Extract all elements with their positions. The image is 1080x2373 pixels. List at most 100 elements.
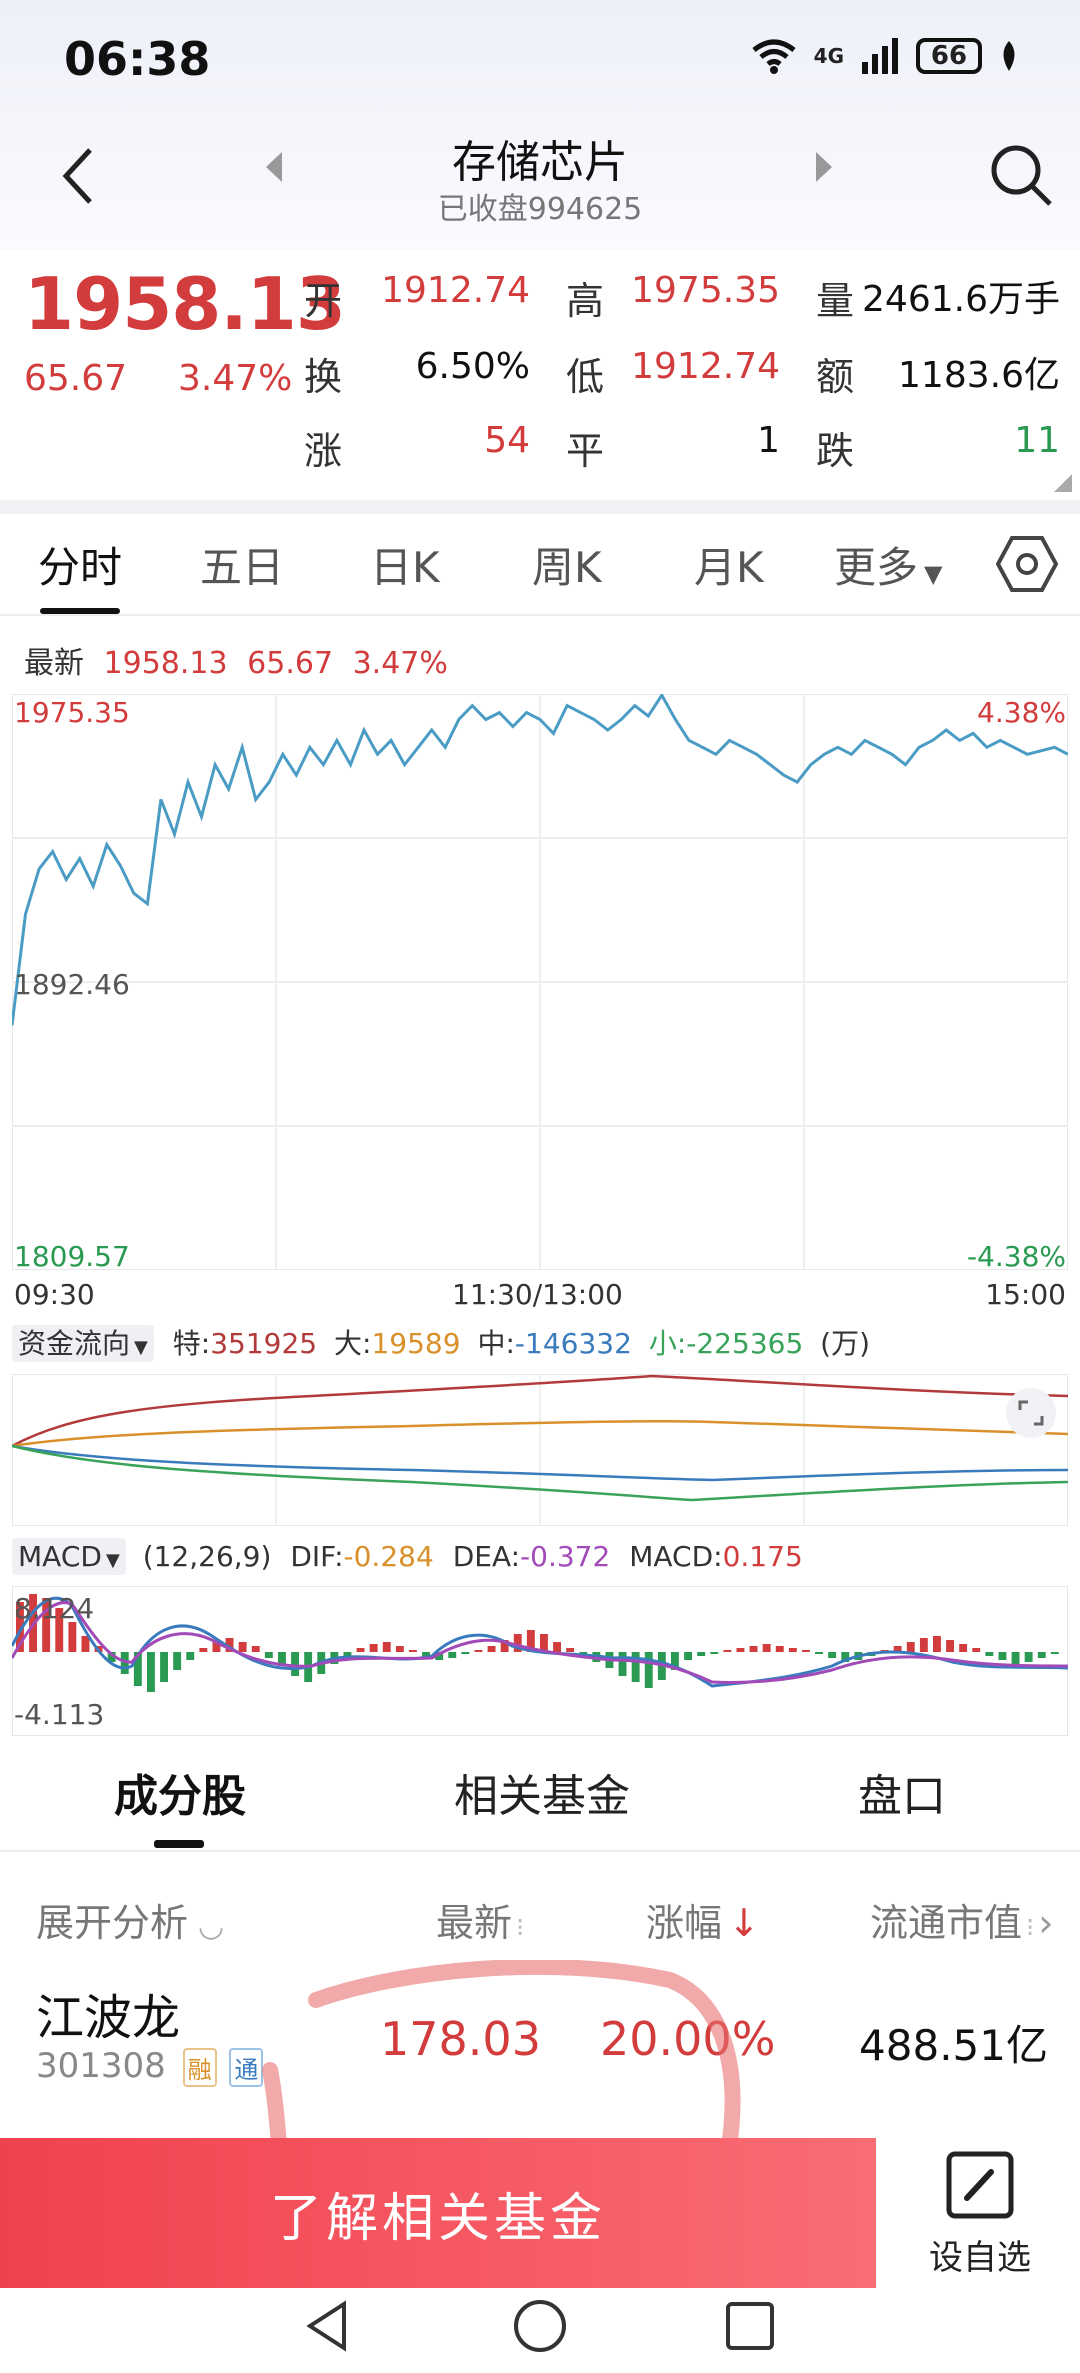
macd-bar — [933, 1636, 941, 1652]
sort-icon: ⁝ — [516, 1913, 525, 1943]
settings-hexagon-icon[interactable] — [996, 534, 1058, 594]
price-change-pct: 3.47% — [178, 358, 293, 399]
macd-bar — [1024, 1652, 1033, 1662]
flow-medium: 中:-146332 — [477, 1327, 632, 1360]
macd-bar — [16, 1602, 24, 1652]
rise-count-value: 54 — [484, 420, 530, 461]
macd-bar — [251, 1646, 260, 1652]
stock-name[interactable]: 江波龙 — [36, 1990, 181, 2046]
high-label: 高 — [566, 279, 605, 323]
flow-super: 特:351925 — [172, 1327, 318, 1360]
related-funds-button[interactable]: 了解相关基金 — [0, 2138, 876, 2288]
turnover-label: 换 — [304, 355, 343, 399]
macd-bar — [343, 1652, 352, 1656]
col-change-pct[interactable]: 涨幅 ↓ — [646, 1892, 760, 1947]
turnover-value: 6.50% — [415, 346, 530, 387]
macd-bar — [409, 1650, 417, 1652]
signal-icon — [862, 38, 898, 74]
macd-y-top: 8.124 — [14, 1592, 95, 1625]
macd-bar — [828, 1652, 837, 1658]
chart-frame — [12, 1586, 1068, 1736]
expand-analysis[interactable]: 展开分析 ◡ — [36, 1892, 224, 1947]
y-label-right-bottom: -4.38% — [966, 1240, 1066, 1273]
tab-five-day[interactable]: 五日 — [200, 543, 285, 592]
macd-bar — [1050, 1652, 1059, 1654]
next-index-icon[interactable] — [812, 150, 836, 184]
tab-more[interactable]: 更多 ▼ — [834, 534, 942, 595]
x-label-close: 15:00 — [985, 1278, 1066, 1311]
system-recents-icon[interactable] — [722, 2298, 778, 2354]
volume-value: 2461.6万手 — [862, 279, 1060, 320]
latest-change: 65.67 — [247, 646, 334, 681]
x-label-open: 09:30 — [14, 1278, 95, 1311]
system-back-icon[interactable] — [300, 2298, 356, 2354]
system-home-icon[interactable] — [510, 2296, 570, 2356]
status-bar: 06:38 4G 66 — [0, 0, 1080, 120]
flow-large-label: 大 — [334, 1327, 363, 1360]
section-divider — [0, 500, 1080, 514]
macd-dif: -0.284 — [343, 1540, 434, 1573]
macd-bar — [435, 1652, 444, 1660]
leaf-icon — [1003, 41, 1015, 71]
margin-badge: 融 — [182, 2048, 217, 2087]
macd-bar — [697, 1652, 706, 1656]
fund-flow-dropdown[interactable]: 资金流向 ▼ — [12, 1325, 154, 1362]
macd-bar — [68, 1622, 77, 1652]
macd-bar — [906, 1642, 915, 1652]
search-icon[interactable] — [988, 142, 1054, 208]
header-background — [0, 0, 1080, 250]
macd-bar — [710, 1652, 719, 1654]
subtab-indicator — [154, 1840, 204, 1848]
intraday-chart[interactable] — [12, 694, 1068, 1270]
col-market-cap[interactable]: 流通市值 ⁝ › — [870, 1892, 1053, 1947]
col-latest[interactable]: 最新 ⁝ — [436, 1892, 524, 1947]
stock-code: 301308 — [36, 2046, 166, 2086]
macd-chart[interactable] — [12, 1586, 1068, 1736]
macd-bar — [356, 1648, 365, 1652]
tab-daily-k[interactable]: 日K — [370, 543, 440, 592]
tab-weekly-k[interactable]: 周K — [532, 543, 602, 592]
add-favorite-button[interactable]: 设自选 — [900, 2150, 1060, 2280]
stock-market-cap: 488.51亿 — [859, 2021, 1048, 2070]
macd-bar — [173, 1652, 182, 1670]
macd-bar — [369, 1644, 378, 1652]
eye-closed-icon: ◡ — [198, 1909, 225, 1944]
fund-flow-chart[interactable] — [12, 1374, 1068, 1526]
macd-bar — [1037, 1652, 1046, 1658]
prev-index-icon[interactable] — [262, 150, 286, 184]
tab-constituents[interactable]: 成分股 — [114, 1771, 246, 1822]
macd-bar — [186, 1652, 195, 1660]
stock-price: 178.03 — [380, 2012, 541, 2066]
tab-intraday[interactable]: 分时 — [38, 543, 123, 592]
current-price: 1958.13 — [24, 262, 346, 346]
macd-dropdown[interactable]: MACD ▼ — [12, 1538, 126, 1575]
flow-large: 大:19589 — [334, 1327, 461, 1360]
flow-small-value: -225365 — [686, 1327, 804, 1360]
flow-medium-line — [12, 1444, 1068, 1482]
status-time: 06:38 — [64, 32, 211, 86]
macd-bar — [802, 1650, 810, 1652]
fullscreen-button[interactable] — [1006, 1388, 1056, 1438]
back-icon[interactable] — [58, 146, 98, 206]
macd-bar — [526, 1630, 535, 1652]
tab-related-funds[interactable]: 相关基金 — [454, 1771, 630, 1822]
macd-bar — [959, 1644, 968, 1652]
macd-bar — [566, 1648, 575, 1652]
macd-bar — [55, 1608, 64, 1652]
edit-icon — [946, 2151, 1014, 2219]
tab-order-book[interactable]: 盘口 — [858, 1771, 946, 1822]
battery-level: 66 — [930, 41, 968, 71]
tab-more-label: 更多 — [834, 543, 919, 592]
tab-monthly-k[interactable]: 月K — [694, 543, 764, 592]
latest-label: 最新 — [24, 646, 84, 681]
flat-count-label: 平 — [566, 429, 605, 473]
tabs-divider — [0, 614, 1080, 616]
y-label-top: 1975.35 — [14, 696, 130, 729]
macd-bar — [474, 1650, 483, 1652]
macd-bar — [120, 1652, 129, 1674]
expand-corner-icon[interactable] — [1054, 474, 1072, 492]
macd-bar — [133, 1652, 142, 1686]
macd-bar — [684, 1652, 692, 1660]
macd-bar — [278, 1652, 286, 1666]
macd-bar — [291, 1652, 299, 1676]
